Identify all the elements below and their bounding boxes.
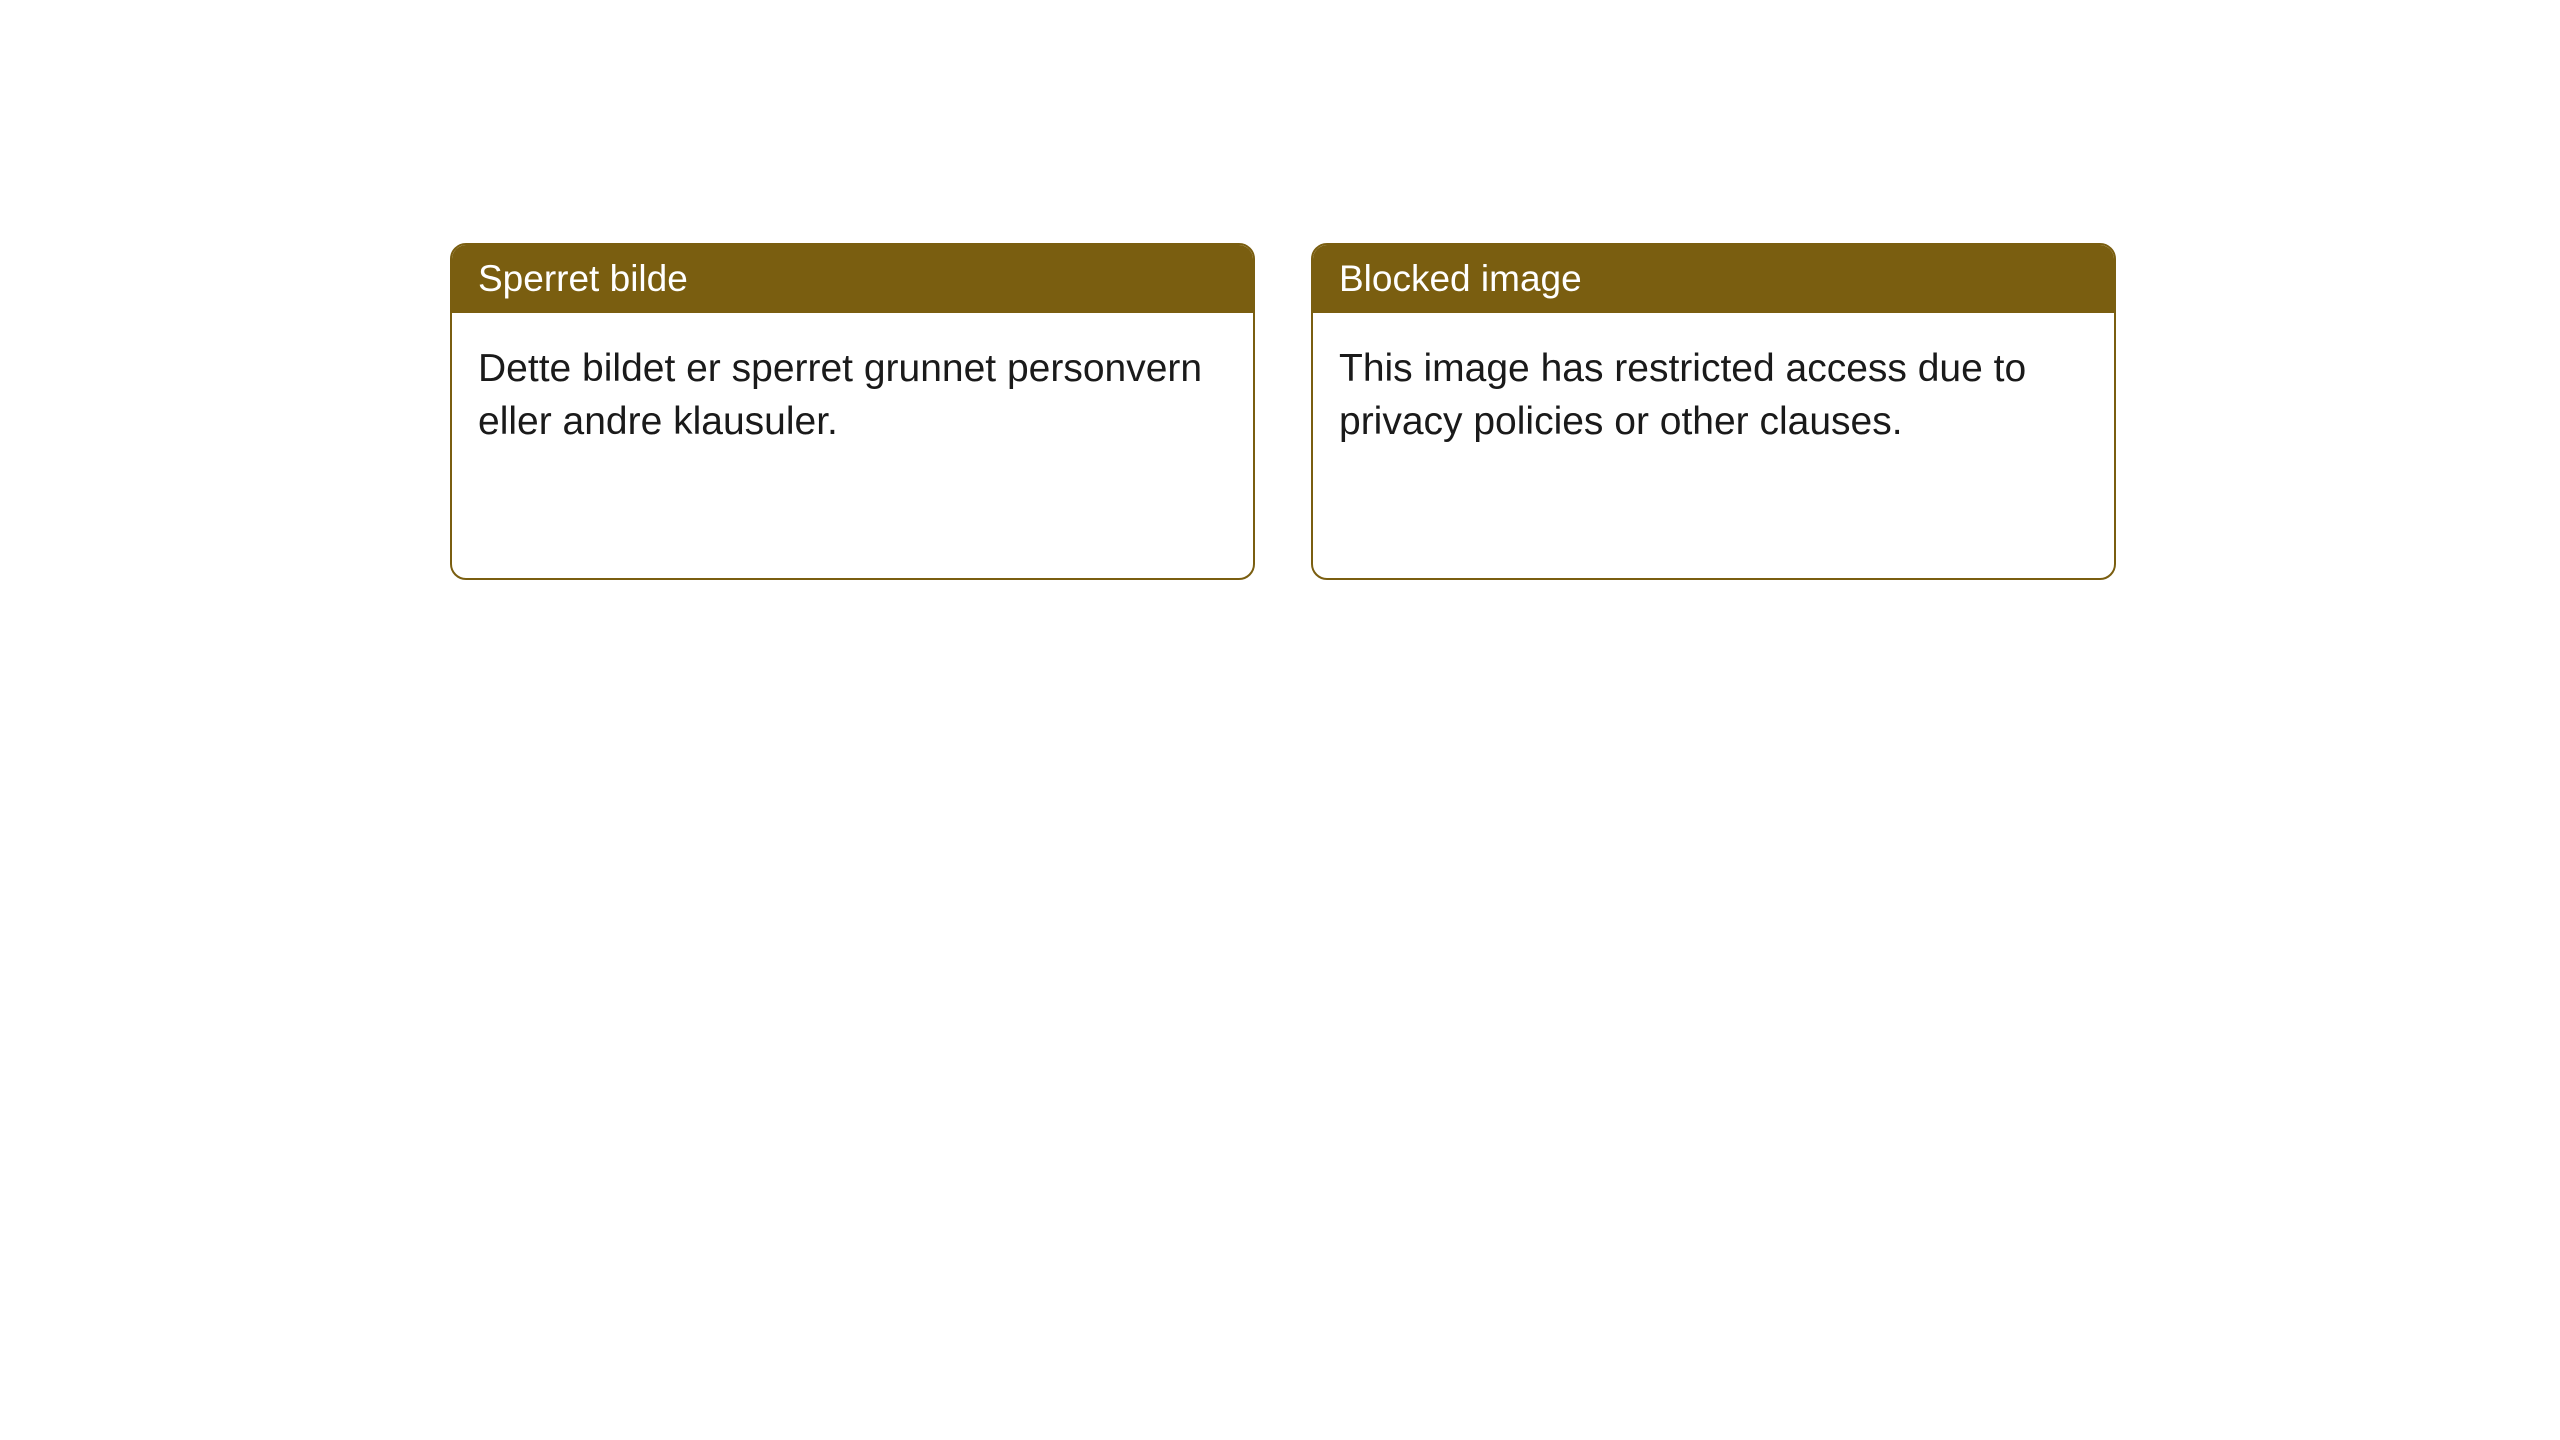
card-body: This image has restricted access due to …	[1313, 313, 2114, 478]
blocked-image-notice-container: Sperret bilde Dette bildet er sperret gr…	[450, 243, 2116, 580]
card-body: Dette bildet er sperret grunnet personve…	[452, 313, 1253, 478]
blocked-image-card-en: Blocked image This image has restricted …	[1311, 243, 2116, 580]
card-header: Blocked image	[1313, 245, 2114, 313]
card-header: Sperret bilde	[452, 245, 1253, 313]
blocked-image-card-no: Sperret bilde Dette bildet er sperret gr…	[450, 243, 1255, 580]
